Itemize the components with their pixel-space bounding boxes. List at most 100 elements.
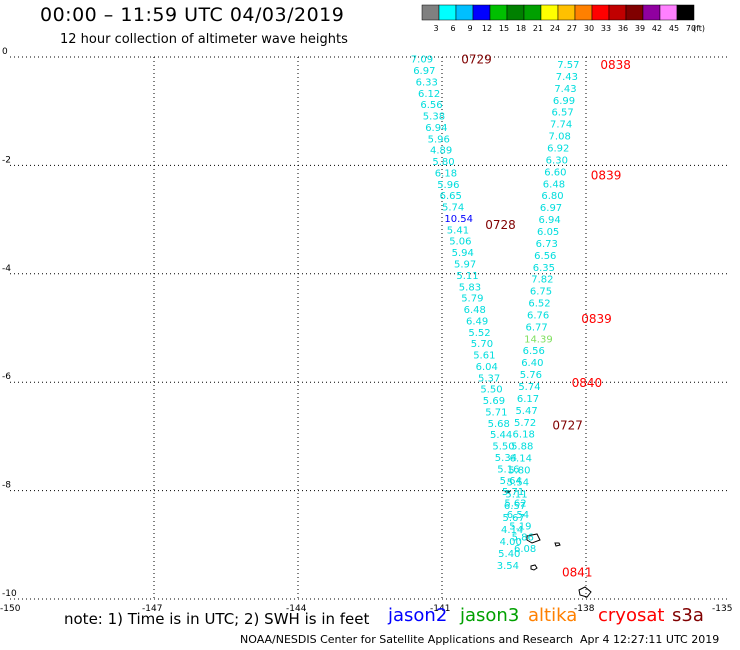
wave-height-value: 7.57	[557, 60, 579, 71]
color-swatch	[489, 4, 508, 21]
wave-height-value: 5.96	[437, 180, 459, 191]
wave-height-value: 4.00	[500, 537, 522, 548]
chart-subtitle: 12 hour collection of altimeter wave hei…	[60, 32, 348, 47]
wave-height-value: 5.94	[452, 248, 474, 259]
color-scale-label: 27	[567, 24, 577, 33]
pass-time-label: 0728	[485, 218, 516, 232]
color-scale-label: 12	[482, 24, 492, 33]
wave-height-value: 5.67	[502, 513, 524, 524]
legend-cryosat: cryosat	[598, 605, 665, 626]
wave-height-value: 14.39	[524, 334, 553, 345]
wave-height-value: 5.68	[488, 419, 510, 430]
wave-height-value: 5.11	[505, 489, 527, 500]
wave-height-value: 6.52	[528, 299, 550, 310]
color-scale-label: 36	[618, 24, 628, 33]
wave-height-value: 7.43	[554, 84, 576, 95]
wave-height-value: 6.18	[513, 430, 535, 441]
pass-time-label: 0838	[600, 58, 631, 72]
wave-height-value: 5.97	[454, 260, 476, 271]
wave-height-value: 5.96	[428, 134, 450, 145]
color-swatch	[472, 4, 491, 21]
color-scale-label: 42	[652, 24, 662, 33]
wave-height-value: 5.69	[483, 396, 505, 407]
wave-height-value: 6.48	[543, 179, 565, 190]
color-scale-label: 18	[516, 24, 526, 33]
island-outlines	[504, 490, 592, 598]
wave-height-value: 7.82	[531, 275, 553, 286]
wave-height-value: 6.04	[476, 362, 498, 373]
color-scale-label: 30	[584, 24, 594, 33]
wave-height-value: 6.56	[523, 346, 545, 357]
wave-height-value: 5.88	[511, 442, 533, 453]
wave-height-value: 6.80	[541, 191, 563, 202]
pass-time-label: 0727	[552, 418, 583, 432]
credit-line: NOAA/NESDIS Center for Satellite Applica…	[240, 633, 574, 646]
wave-height-value: 6.97	[540, 203, 562, 214]
color-swatch	[523, 4, 542, 21]
y-tick-label: -8	[2, 481, 11, 491]
wave-height-value: 6.56	[420, 100, 442, 111]
wave-height-value: 6.92	[547, 144, 569, 155]
wave-height-value: 5.47	[515, 406, 537, 417]
color-swatch	[642, 4, 661, 21]
wave-height-value: 7.09	[411, 55, 433, 66]
wave-height-points: 7.096.976.336.126.565.386.945.964.895.80…	[411, 55, 580, 572]
legend-s3a: s3a	[672, 605, 704, 626]
wave-height-value: 5.06	[449, 237, 471, 248]
color-swatch	[591, 4, 610, 21]
wave-height-value: 7.74	[550, 120, 572, 131]
color-scale-label: 9	[467, 24, 472, 33]
wave-height-value: 5.74	[442, 203, 464, 214]
wave-height-value: 6.73	[536, 239, 558, 250]
color-scale-label: 21	[533, 24, 543, 33]
color-scale-label: 45	[669, 24, 679, 33]
x-tick-label: -141	[430, 604, 450, 614]
pass-time-label: 0839	[591, 169, 622, 183]
wave-height-value: 5.71	[502, 487, 524, 498]
wave-height-value: 6.57	[504, 501, 526, 512]
wave-height-value: 6.40	[521, 358, 543, 369]
wave-height-value: 5.16	[497, 464, 519, 475]
y-tick-label: -10	[2, 589, 17, 599]
wave-height-value: 6.94	[538, 215, 560, 226]
chart-grid: 0 -2 -4 -6 -8 -10 -150 -147 -144 -141 -138 -135	[0, 47, 732, 614]
wave-height-value: 6.65	[440, 191, 462, 202]
wave-height-value: 5.83	[459, 282, 481, 293]
x-tick-label: -144	[286, 604, 307, 614]
y-tick-label: 0	[2, 47, 8, 57]
wave-height-value: 6.97	[413, 66, 435, 77]
wave-height-value: 6.77	[526, 322, 548, 333]
wave-height-value: 6.49	[466, 316, 488, 327]
wave-height-value: 5.40	[498, 549, 520, 560]
wave-height-value: 5.86	[512, 533, 534, 544]
wave-height-value: 5.72	[514, 418, 536, 429]
legend-jason3: jason3	[460, 605, 520, 626]
wave-height-value: 6.33	[416, 77, 438, 88]
color-swatch	[608, 4, 627, 21]
pass-time-label: 0729	[461, 53, 492, 67]
island-shape	[504, 490, 511, 493]
pass-time-label: 0840	[572, 376, 603, 390]
y-tick-label: -4	[2, 264, 11, 274]
wave-height-value: 5.41	[447, 225, 469, 236]
wave-height-value: 6.14	[510, 454, 532, 465]
color-scale-label: 3	[433, 24, 438, 33]
color-scale-label: 24	[550, 24, 560, 33]
wave-height-value: 5.64	[500, 476, 522, 487]
color-swatch	[438, 4, 457, 21]
legend-jason2: jason2	[388, 605, 448, 626]
color-swatch	[455, 4, 474, 21]
wave-height-value: 6.76	[527, 310, 549, 321]
wave-height-value: 5.19	[509, 521, 531, 532]
y-tick-label: -6	[2, 372, 11, 382]
wave-height-value: 6.75	[530, 287, 552, 298]
wave-height-value: 5.38	[423, 112, 445, 123]
wave-height-value: 7.08	[549, 132, 571, 143]
wave-height-value: 6.56	[534, 251, 556, 262]
wave-height-value: 6.60	[544, 167, 566, 178]
wave-height-value: 5.70	[471, 339, 493, 350]
wave-height-value: 5.54	[507, 477, 529, 488]
color-swatch	[557, 4, 576, 21]
wave-height-value: 3.54	[497, 561, 519, 572]
